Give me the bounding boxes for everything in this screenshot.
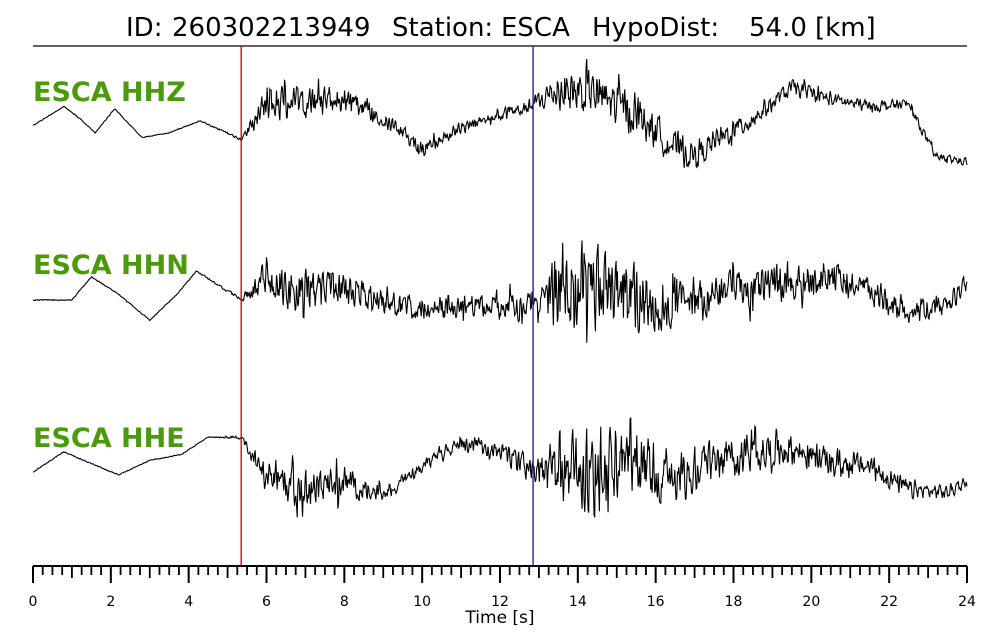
x-tick-label: 20 [802, 594, 820, 610]
x-tick-label: 16 [647, 594, 665, 610]
x-tick-label: 12 [491, 594, 509, 610]
x-tick-label: 6 [262, 594, 271, 610]
title-distance-unit: [km] [815, 13, 876, 43]
trace-esca-hhe [32, 417, 968, 518]
trace-esca-hhn [32, 240, 968, 343]
x-tick-label: 0 [29, 594, 38, 610]
chart-title: ID: 260302213949 Station: ESCA HypoDist:… [126, 13, 876, 43]
waveform-traces [32, 58, 968, 518]
title-id-value: 260302213949 [172, 13, 371, 43]
title-distance-label: HypoDist: [592, 13, 719, 43]
title-id-label: ID: [126, 13, 162, 43]
x-tick-label: 22 [880, 594, 898, 610]
title-station-label: Station: [392, 13, 493, 43]
x-tick-label: 14 [569, 594, 587, 610]
x-tick-label: 24 [958, 594, 976, 610]
title-distance-value: 54.0 [749, 13, 807, 43]
title-station-value: ESCA [501, 13, 570, 43]
x-tick-label: 18 [725, 594, 743, 610]
x-tick-label: 8 [340, 594, 349, 610]
x-tick-label: 2 [106, 594, 115, 610]
x-axis-label: Time [s] [464, 608, 534, 628]
x-axis-ticks: 0 2 4 6 8 10 12 14 16 18 20 22 24 [29, 566, 976, 610]
x-tick-label: 4 [184, 594, 193, 610]
channel-label-hhz: ESCA HHZ [33, 77, 186, 108]
channel-label-hhn: ESCA HHN [33, 250, 189, 281]
x-tick-label: 10 [413, 594, 431, 610]
trace-esca-hhz [32, 58, 968, 169]
channel-label-hhe: ESCA HHE [33, 423, 185, 454]
